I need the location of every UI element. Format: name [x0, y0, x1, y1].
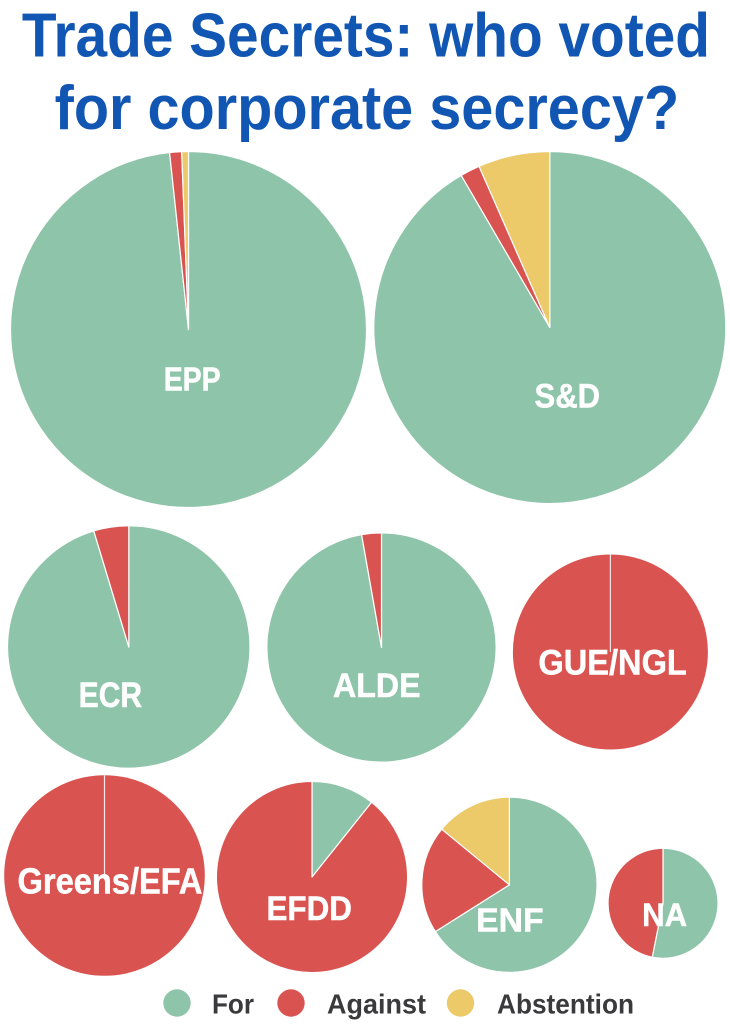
- svg-text:ECR: ECR: [79, 675, 143, 715]
- svg-text:Abstention: Abstention: [497, 988, 634, 1019]
- svg-text:EPP: EPP: [164, 361, 221, 398]
- svg-text:Greens/EFA: Greens/EFA: [18, 861, 203, 902]
- svg-text:GUE/NGL: GUE/NGL: [538, 643, 687, 683]
- svg-text:EFDD: EFDD: [266, 890, 352, 928]
- svg-text:ENF: ENF: [476, 902, 544, 939]
- svg-text:for corporate secrecy?: for corporate secrecy?: [55, 74, 680, 143]
- svg-text:Trade Secrets: who voted: Trade Secrets: who voted: [22, 2, 710, 71]
- svg-text:For: For: [212, 988, 254, 1019]
- svg-text:Against: Against: [327, 988, 426, 1019]
- svg-text:ALDE: ALDE: [333, 667, 421, 705]
- svg-text:NA: NA: [642, 897, 687, 933]
- svg-text:S&D: S&D: [535, 378, 601, 416]
